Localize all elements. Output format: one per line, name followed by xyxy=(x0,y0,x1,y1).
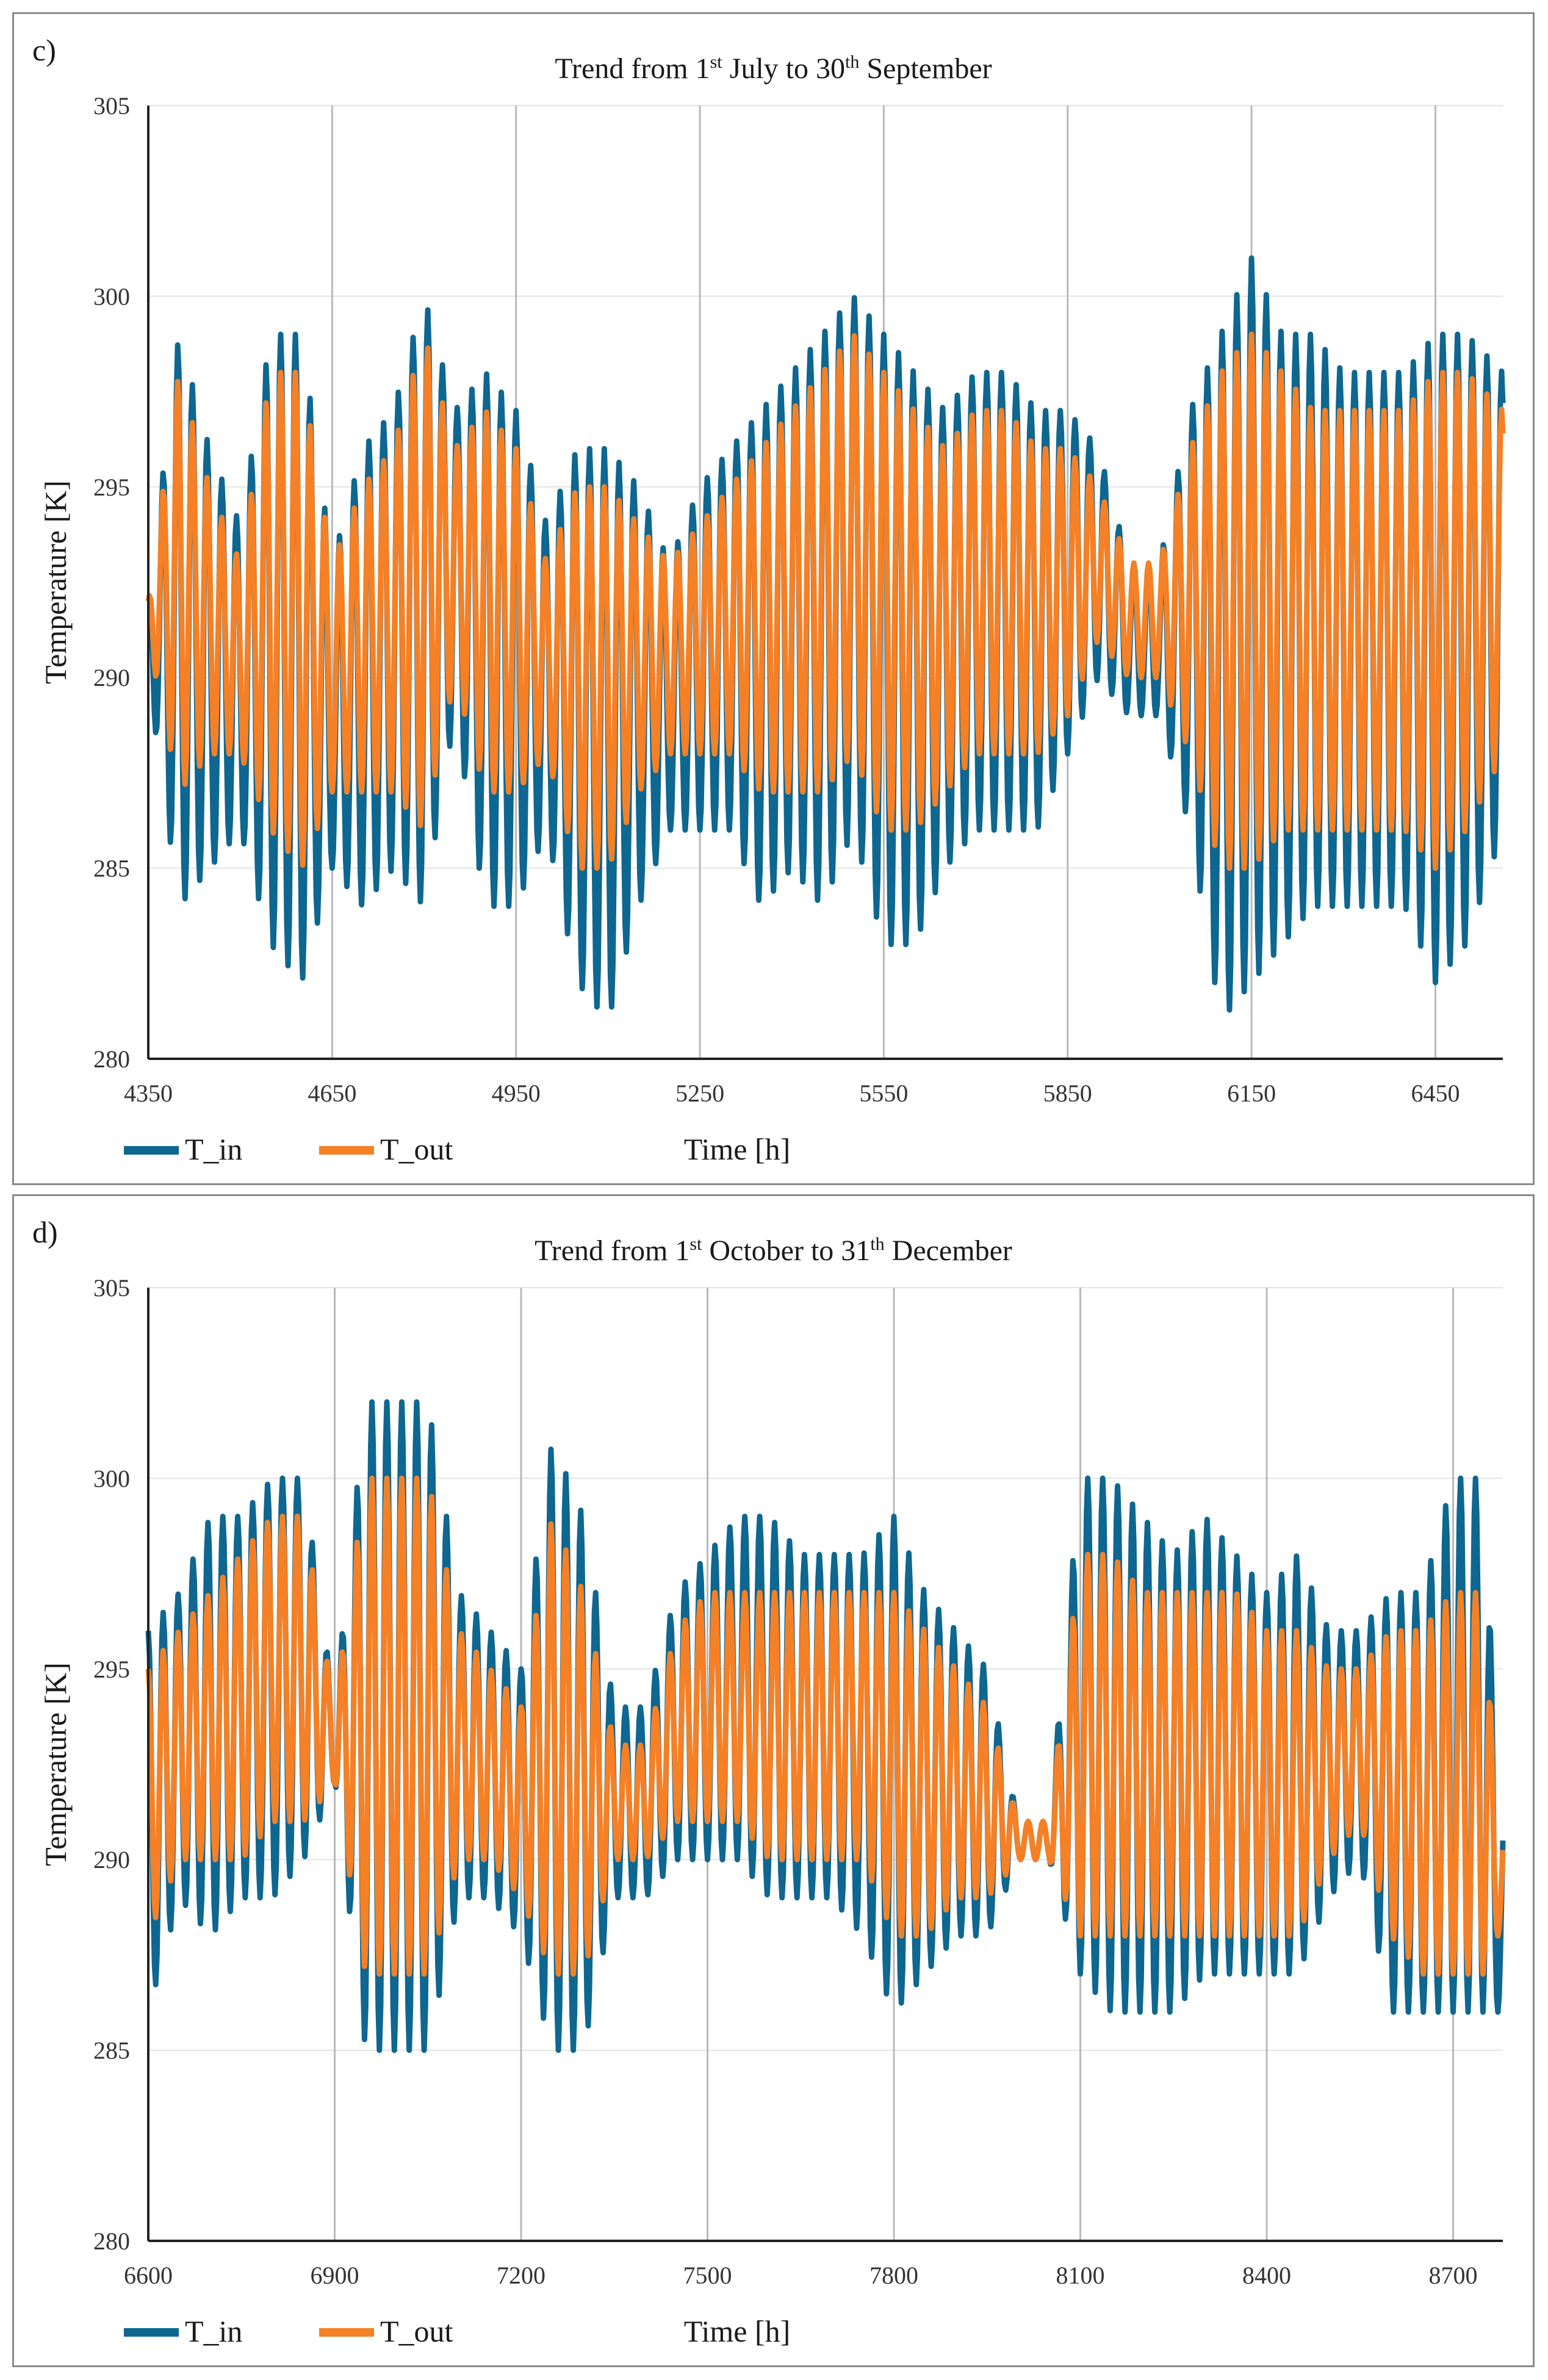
panel-label: d) xyxy=(32,1215,58,1249)
x-tick-label: 6450 xyxy=(1411,1080,1460,1107)
y-tick-label: 280 xyxy=(93,2227,130,2255)
chart-svg-d: 280 285 290 295 300 305 6600 6900 7200 7500 7800 81… xyxy=(38,1274,1506,2348)
x-tick-label: 6600 xyxy=(124,2262,173,2289)
title-part: December xyxy=(884,1235,1012,1267)
title-part: Trend from 1 xyxy=(555,52,710,85)
y-tick-label: 285 xyxy=(93,2037,130,2064)
x-tick-label: 4650 xyxy=(308,1080,356,1107)
title-part: September xyxy=(859,52,992,85)
title-sup: th xyxy=(870,1234,885,1254)
x-tick-label: 7500 xyxy=(683,2262,732,2289)
x-tick-label: 6900 xyxy=(311,2262,359,2289)
legend-label: T_in xyxy=(185,2314,242,2348)
title-sup: st xyxy=(689,1234,702,1254)
series-line-t-out xyxy=(145,331,1506,871)
title-part: Trend from 1 xyxy=(535,1235,690,1267)
y-tick-label: 295 xyxy=(93,1656,130,1683)
y-tick-label: 305 xyxy=(93,92,130,120)
chart-panel-d: d) Trend from 1st October to 31th Decemb… xyxy=(12,1194,1535,2367)
x-tick-label: 5550 xyxy=(859,1080,908,1107)
chart-title: Trend from 1st October to 31th December xyxy=(14,1234,1533,1268)
legend-label: T_out xyxy=(380,1132,453,1166)
x-tick-label: 8400 xyxy=(1242,2262,1291,2289)
x-tick-label: 4350 xyxy=(124,1080,173,1107)
y-tick-label: 285 xyxy=(93,855,130,882)
y-tick-label: 290 xyxy=(93,1846,130,1873)
y-tick-label: 290 xyxy=(93,664,130,691)
x-axis-label: Time [h] xyxy=(684,2314,791,2348)
legend-label: T_in xyxy=(185,1132,242,1166)
y-axis-label: Temperature [K] xyxy=(38,1662,73,1866)
title-sup: th xyxy=(845,52,860,72)
x-tick-label: 5250 xyxy=(675,1080,724,1107)
x-tick-label: 4950 xyxy=(492,1080,541,1107)
chart-svg-c: 280 285 290 295 300 305 4350 4650 4950 5250 5550 58… xyxy=(38,92,1506,1166)
y-tick-label: 305 xyxy=(93,1274,130,1302)
y-tick-label: 300 xyxy=(93,1465,130,1492)
title-part: October to 31 xyxy=(702,1235,871,1267)
chart-title: Trend from 1st July to 30th September xyxy=(14,52,1533,85)
title-part: July to 30 xyxy=(722,52,845,85)
x-tick-label: 7200 xyxy=(497,2262,545,2289)
legend-label: T_out xyxy=(380,2314,453,2348)
chart-panel-c: c) Trend from 1st July to 30th September… xyxy=(12,12,1535,1185)
x-tick-label: 7800 xyxy=(869,2262,918,2289)
title-sup: st xyxy=(710,52,722,72)
x-tick-label: 5850 xyxy=(1043,1080,1092,1107)
y-tick-label: 280 xyxy=(93,1045,130,1073)
x-tick-label: 6150 xyxy=(1227,1080,1276,1107)
x-tick-label: 8700 xyxy=(1429,2262,1478,2289)
y-tick-label: 300 xyxy=(93,283,130,310)
panel-label: c) xyxy=(32,33,56,67)
series-line-t-out xyxy=(145,1475,1506,1977)
x-tick-label: 8100 xyxy=(1056,2262,1105,2289)
x-axis-label: Time [h] xyxy=(684,1132,791,1166)
y-axis-label: Temperature [K] xyxy=(38,480,73,684)
y-tick-label: 295 xyxy=(93,474,130,501)
